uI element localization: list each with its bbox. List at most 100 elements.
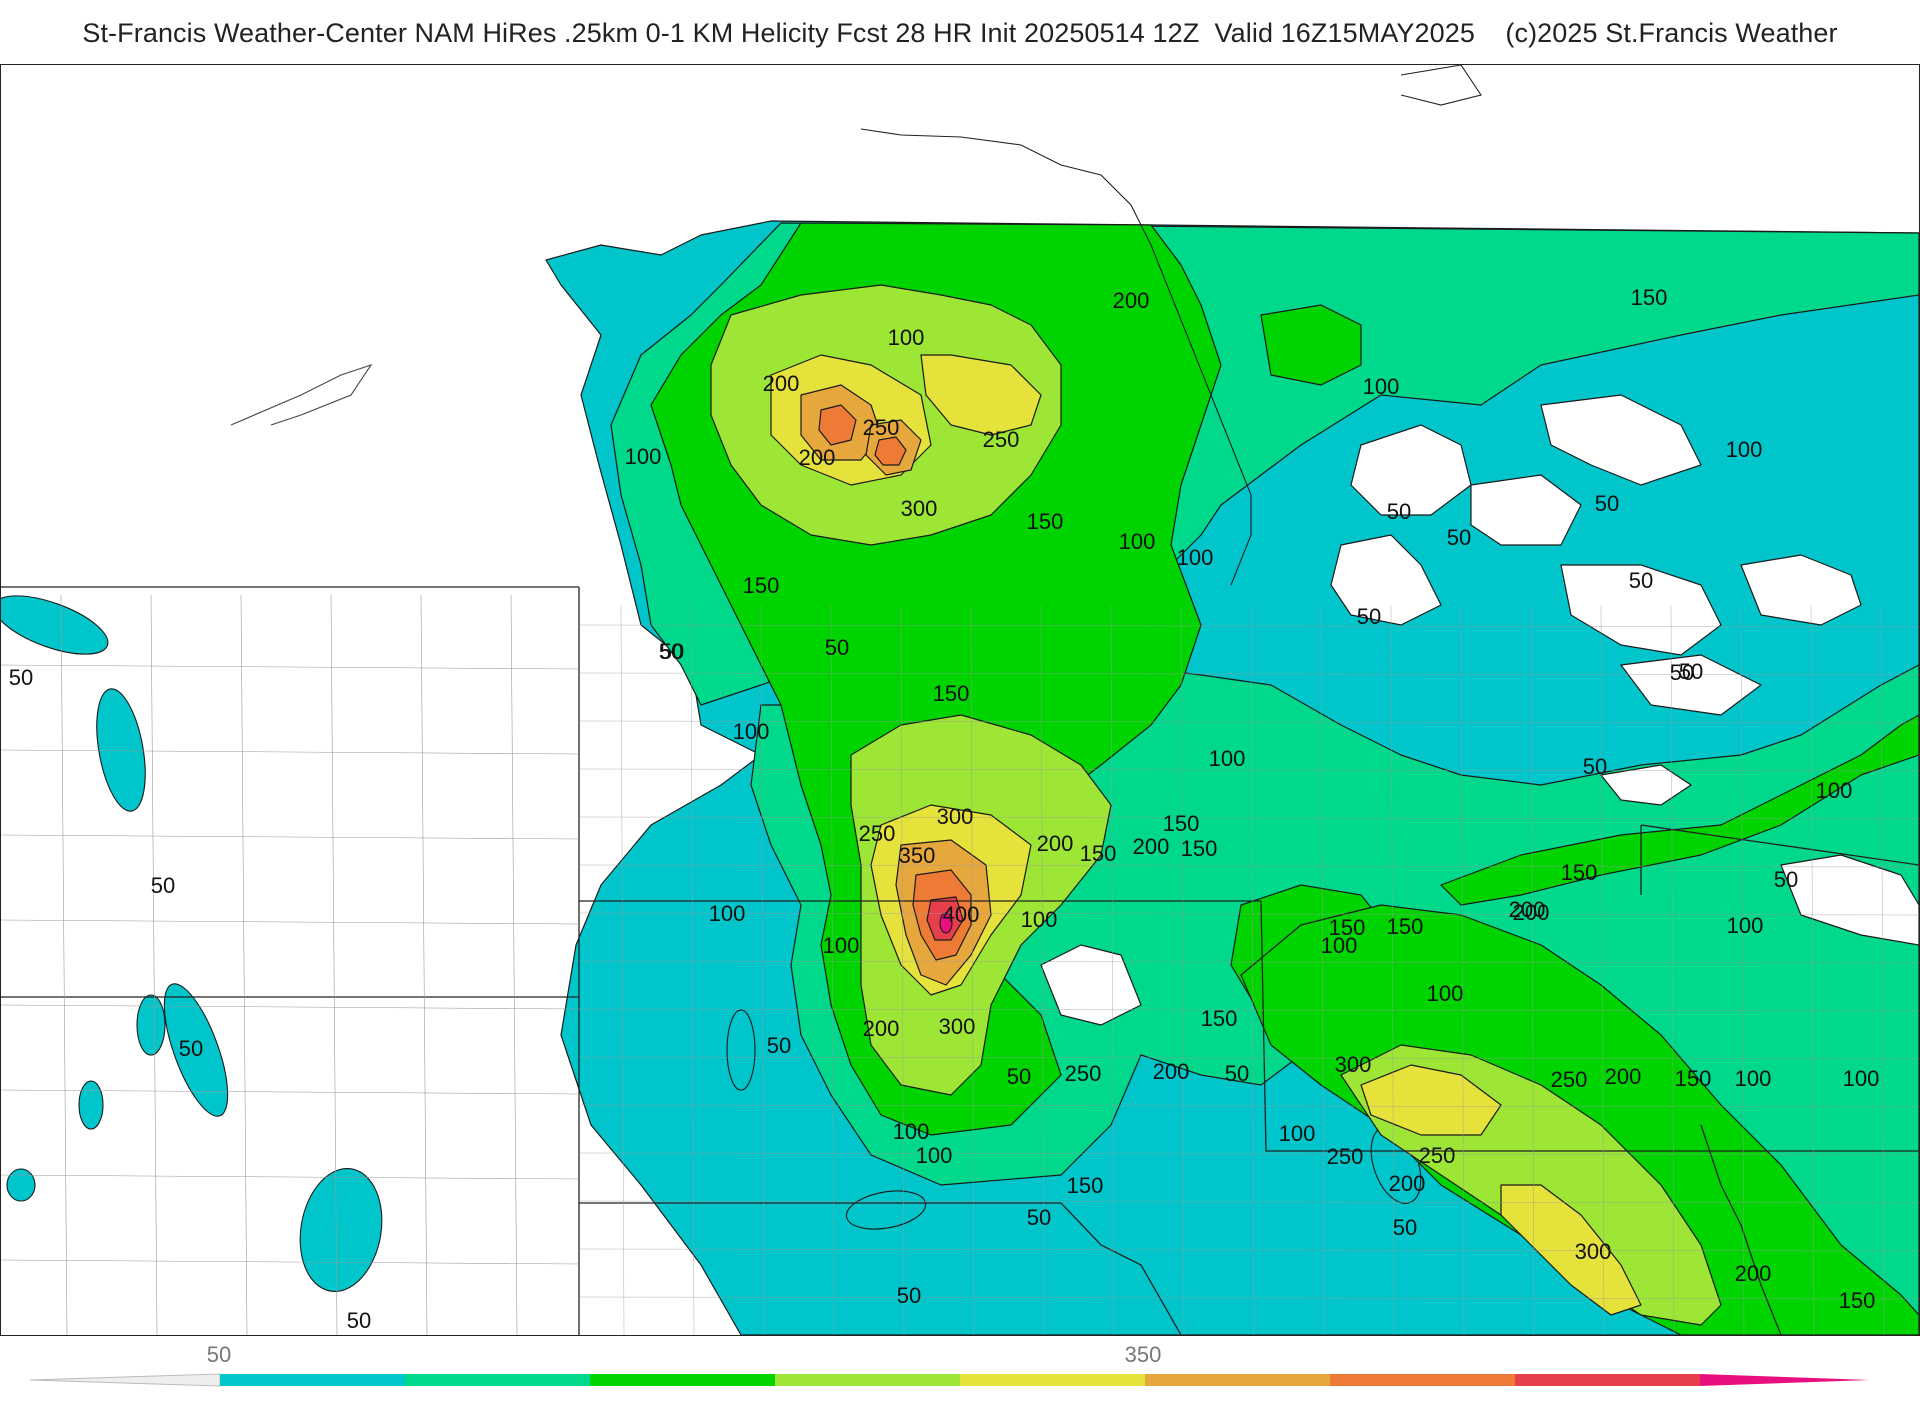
lake-outline — [230, 363, 373, 426]
header: St-Francis Weather-Center NAM HiRes .25k… — [0, 0, 1920, 64]
contour-label: 100 — [893, 1119, 930, 1144]
contour-label: 100 — [1816, 778, 1853, 803]
contour-label: 150 — [1027, 509, 1064, 534]
contour-label: 50 — [347, 1308, 371, 1333]
contour-label: 50 — [1774, 867, 1798, 892]
contour-label: 50 — [897, 1283, 921, 1308]
county-line — [578, 624, 1919, 628]
county-line — [578, 960, 1919, 964]
county-line — [578, 912, 1919, 916]
coastline — [860, 128, 1252, 586]
county-line — [510, 594, 518, 1335]
contour-label: 300 — [901, 496, 938, 521]
county-line — [1600, 604, 1605, 1335]
county-line — [578, 672, 1919, 676]
helicity-fill-layer — [1, 220, 1919, 1335]
contour-label: 150 — [1329, 915, 1366, 940]
contour-label: 100 — [1363, 374, 1400, 399]
contour-50-blob — [6, 1168, 36, 1202]
contour-label: 200 — [799, 445, 836, 470]
state-boundary — [1700, 1124, 1782, 1335]
contour-250-north-b — [920, 354, 1042, 436]
contour-label: 50 — [1670, 660, 1694, 685]
contour-label: 300 — [937, 804, 974, 829]
county-line — [1, 919, 580, 925]
colorbar-segment — [1515, 1374, 1700, 1386]
county-line — [578, 1248, 1919, 1252]
county-line — [620, 604, 625, 1335]
contour-label: 50 — [659, 639, 683, 664]
county-line — [578, 720, 1919, 724]
county-line — [970, 604, 975, 1335]
contour-label: 100 — [1021, 907, 1058, 932]
contour-250-se-a — [1360, 1064, 1502, 1136]
contour-label: 50 — [1679, 659, 1703, 684]
contour-label: 150 — [1163, 811, 1200, 836]
county-line — [1810, 604, 1815, 1335]
county-line — [578, 816, 1919, 820]
contour-450-max — [939, 912, 953, 934]
contour-50-blob — [136, 994, 166, 1056]
contour-label: 100 — [916, 1143, 953, 1168]
contour-label: 200 — [1153, 1059, 1190, 1084]
contour-label: 50 — [1583, 754, 1607, 779]
colorbar-segment — [1330, 1374, 1515, 1386]
contour-label: 100 — [1321, 933, 1358, 958]
colorbar-tick-label: 50 — [206, 1342, 232, 1367]
contour-label: 200 — [1037, 831, 1074, 856]
county-line — [330, 594, 338, 1335]
contour-label: 100 — [1727, 913, 1764, 938]
contour-label: 50 — [1387, 499, 1411, 524]
contour-label: 150 — [1181, 836, 1218, 861]
county-line — [690, 604, 695, 1335]
contour-label: 100 — [1119, 529, 1156, 554]
county-line — [578, 1056, 1919, 1060]
county-line — [1180, 604, 1185, 1335]
county-line — [1460, 604, 1465, 1335]
contour-label: 50 — [825, 635, 849, 660]
county-line — [578, 768, 1919, 772]
contour-label: 50 — [1629, 568, 1653, 593]
contour-below-50-gap — [1540, 394, 1702, 486]
contour-label: 150 — [933, 681, 970, 706]
contour-below-50-gap — [1330, 534, 1442, 626]
contour-label: 150 — [743, 573, 780, 598]
county-line — [578, 864, 1919, 868]
county-line — [420, 594, 428, 1335]
contour-label: 200 — [1509, 897, 1546, 922]
contour-label: 200 — [1389, 1171, 1426, 1196]
contour-below-50-gap — [1040, 944, 1142, 1026]
contour-label: 150 — [1675, 1066, 1712, 1091]
contour-label: 100 — [1279, 1121, 1316, 1146]
county-line — [60, 594, 68, 1335]
contour-label: 350 — [899, 843, 936, 868]
contour-label: 100 — [1726, 437, 1763, 462]
contour-label: 50 — [1447, 525, 1471, 550]
county-line — [900, 604, 905, 1335]
county-line — [578, 1152, 1919, 1156]
colorbar-under-triangle — [29, 1373, 221, 1387]
contour-label: 100 — [1177, 545, 1214, 570]
contour-label: 250 — [863, 415, 900, 440]
contour-label: 250 — [859, 821, 896, 846]
county-line — [1320, 604, 1325, 1335]
contour-label: 100 — [1843, 1066, 1880, 1091]
county-line — [1, 1089, 580, 1095]
contour-label: 100 — [1427, 981, 1464, 1006]
contour-label: 200 — [1513, 900, 1550, 925]
contour-label: 50 — [179, 1036, 203, 1061]
contour-below-50-gap — [1470, 474, 1582, 546]
contour-label: 200 — [1113, 288, 1150, 313]
contour-150-blob — [1260, 304, 1362, 386]
state-boundary — [1640, 824, 1919, 866]
contour-label: 50 — [9, 665, 33, 690]
contour-label: 300 — [1335, 1052, 1372, 1077]
contour-label: 250 — [983, 427, 1020, 452]
coastline — [1400, 65, 1482, 106]
contour-label: 50 — [1393, 1215, 1417, 1240]
colorbar-over-triangle — [1700, 1374, 1870, 1386]
contour-label: 100 — [1209, 746, 1246, 771]
contour-label: 250 — [1419, 1143, 1456, 1168]
contour-label: 50 — [1007, 1064, 1031, 1089]
contour-label: 200 — [1735, 1261, 1772, 1286]
